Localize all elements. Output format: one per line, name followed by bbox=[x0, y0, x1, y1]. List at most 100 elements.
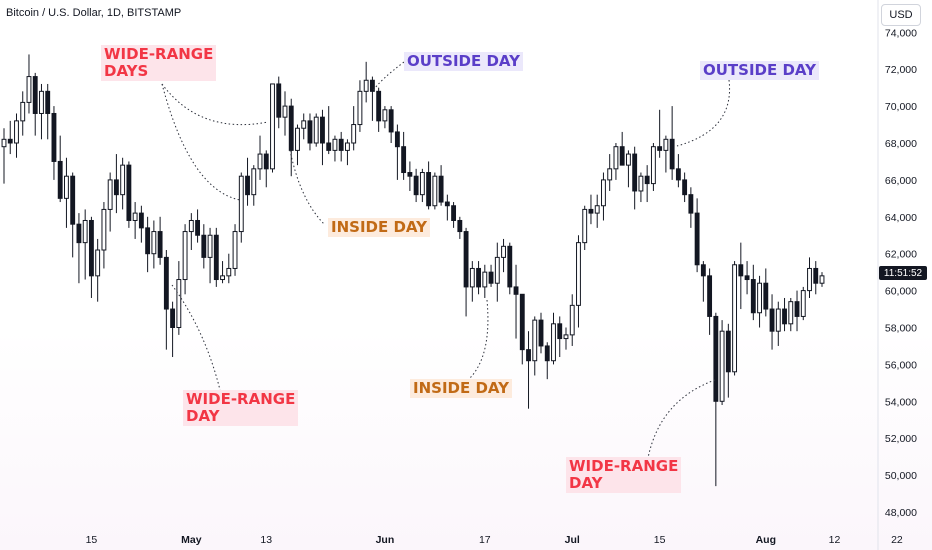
candle-body bbox=[351, 124, 357, 144]
y-tick-label: 52,000 bbox=[885, 433, 917, 445]
candle-body bbox=[188, 219, 194, 233]
candle bbox=[732, 261, 738, 376]
x-tick-label: 17 bbox=[479, 534, 491, 546]
candle bbox=[363, 61, 369, 103]
candle-body bbox=[263, 153, 269, 170]
candle-body bbox=[145, 227, 151, 255]
candle bbox=[344, 139, 350, 166]
candle-body bbox=[332, 138, 338, 151]
candle-body bbox=[513, 286, 519, 295]
candle-body bbox=[1, 138, 7, 148]
candle bbox=[88, 216, 94, 298]
candle-body bbox=[407, 172, 413, 177]
candle bbox=[226, 253, 232, 284]
candle bbox=[188, 213, 194, 251]
candle-body bbox=[682, 179, 688, 196]
candle bbox=[369, 76, 375, 121]
candle bbox=[288, 98, 294, 177]
y-tick-label: 70,000 bbox=[885, 101, 917, 113]
candle bbox=[332, 135, 338, 162]
candle bbox=[1, 128, 7, 184]
candle bbox=[157, 216, 163, 265]
candle bbox=[607, 154, 613, 191]
candle-body bbox=[276, 83, 282, 118]
candle bbox=[376, 87, 382, 132]
annotation-connector bbox=[469, 299, 489, 379]
x-tick-label: May bbox=[181, 534, 202, 546]
candle-body bbox=[694, 212, 700, 266]
candle bbox=[419, 168, 425, 203]
x-tick-label: Jun bbox=[376, 534, 395, 546]
candle-body bbox=[126, 164, 132, 221]
candle-body bbox=[494, 256, 500, 284]
candle bbox=[476, 261, 482, 295]
candle-body bbox=[769, 308, 775, 332]
candle-body bbox=[220, 275, 225, 281]
candle bbox=[138, 205, 144, 243]
candle-body bbox=[451, 205, 457, 221]
x-tick-label: 22 bbox=[891, 534, 903, 546]
candle bbox=[819, 272, 825, 287]
candle-body bbox=[807, 267, 812, 292]
candle bbox=[557, 316, 563, 358]
candle-body bbox=[163, 256, 169, 310]
candle bbox=[401, 131, 407, 180]
candle bbox=[457, 216, 463, 239]
y-tick-label: 58,000 bbox=[885, 323, 917, 335]
annotation-connector bbox=[161, 83, 269, 126]
candle bbox=[451, 202, 457, 228]
annotation-connector bbox=[161, 83, 241, 201]
candle bbox=[675, 154, 681, 188]
candle bbox=[432, 172, 438, 210]
candle-body bbox=[113, 179, 119, 196]
candle bbox=[738, 242, 744, 310]
candle bbox=[444, 194, 450, 221]
x-tick-label: 15 bbox=[86, 534, 98, 546]
candle-body bbox=[7, 138, 13, 144]
candle bbox=[338, 131, 344, 162]
candle-body bbox=[588, 208, 594, 214]
candle-body bbox=[794, 301, 800, 317]
candle-body bbox=[88, 219, 94, 277]
candle-body bbox=[251, 168, 257, 196]
candle-body bbox=[719, 330, 725, 402]
candle-body bbox=[607, 168, 613, 181]
candle-body bbox=[132, 212, 138, 221]
candle-body bbox=[557, 323, 563, 340]
candle bbox=[688, 187, 694, 228]
candle bbox=[251, 165, 257, 206]
candle bbox=[126, 161, 132, 228]
candle bbox=[107, 172, 113, 232]
candle bbox=[794, 290, 800, 332]
candle bbox=[170, 301, 176, 358]
currency-button[interactable]: USD bbox=[881, 4, 921, 26]
candle-body bbox=[594, 205, 600, 214]
candle bbox=[82, 209, 88, 280]
candle-body bbox=[501, 245, 506, 258]
candle bbox=[182, 224, 188, 295]
candle-body bbox=[270, 83, 275, 170]
candle-body bbox=[551, 323, 556, 362]
annotation-inside-day-2: INSIDE DAY bbox=[410, 379, 512, 398]
candle-body bbox=[757, 282, 762, 314]
candle-body bbox=[800, 290, 806, 317]
candle-body bbox=[657, 146, 663, 151]
candle-body bbox=[64, 175, 69, 199]
candle-body bbox=[526, 349, 531, 362]
candle-body bbox=[320, 116, 325, 144]
candle-body bbox=[39, 90, 44, 114]
candle bbox=[282, 91, 288, 136]
candle bbox=[57, 135, 63, 203]
candle-body bbox=[613, 146, 619, 170]
candle bbox=[713, 312, 719, 487]
candle bbox=[594, 194, 600, 228]
candle-body bbox=[563, 334, 569, 340]
candle-body bbox=[463, 231, 469, 288]
candle-body bbox=[419, 172, 425, 196]
candle-body bbox=[519, 293, 525, 351]
candle bbox=[494, 242, 500, 302]
candle-body bbox=[207, 234, 213, 258]
candle bbox=[207, 227, 213, 284]
